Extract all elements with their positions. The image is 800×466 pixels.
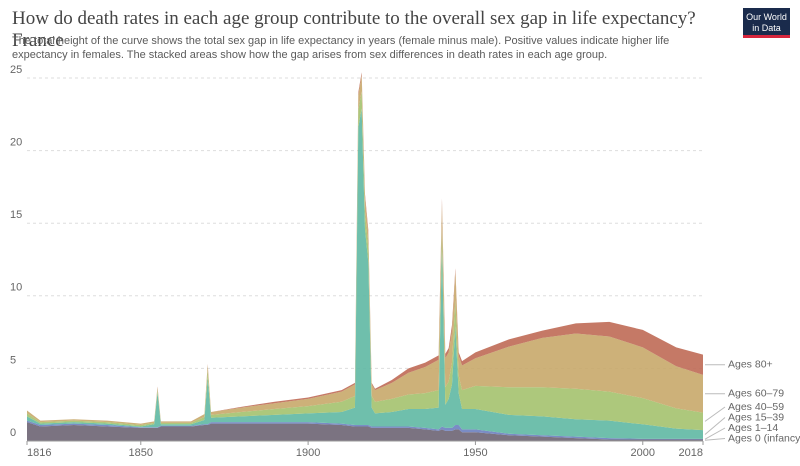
logo[interactable]: Our World in Data	[743, 8, 790, 38]
chart-subtitle: The total height of the curve shows the …	[12, 35, 670, 61]
legend-label: Ages 40–59	[728, 401, 784, 413]
legend-connector	[704, 438, 726, 441]
legend-label: Ages 0 (infancy)	[728, 432, 800, 444]
y-tick-label: 15	[10, 209, 22, 221]
y-tick-label: 25	[10, 64, 22, 76]
x-tick-label: 1950	[463, 447, 487, 459]
y-tick-label: 0	[10, 427, 16, 439]
legend-label: Ages 15–39	[728, 411, 784, 423]
x-tick-label: 1900	[296, 447, 320, 459]
y-tick-label: 10	[10, 282, 22, 294]
x-tick-label: 1816	[27, 447, 51, 459]
area	[27, 72, 703, 424]
x-tick-label: 2018	[679, 447, 703, 459]
area	[27, 75, 703, 426]
y-tick-label: 20	[10, 137, 22, 149]
legend-connector	[704, 406, 726, 422]
area	[27, 108, 703, 439]
legend-label: Ages 1–14	[728, 422, 778, 434]
area	[27, 420, 703, 440]
legend-label: Ages 80+	[728, 359, 773, 371]
x-tick-label: 1850	[129, 447, 153, 459]
legend-label: Ages 60–79	[728, 388, 784, 400]
legend-connector	[704, 427, 726, 440]
legend-connector	[704, 417, 726, 435]
x-tick-label: 2000	[631, 447, 655, 459]
chart-title: How do death rates in each age group con…	[12, 8, 696, 51]
y-tick-label: 5	[10, 354, 16, 366]
